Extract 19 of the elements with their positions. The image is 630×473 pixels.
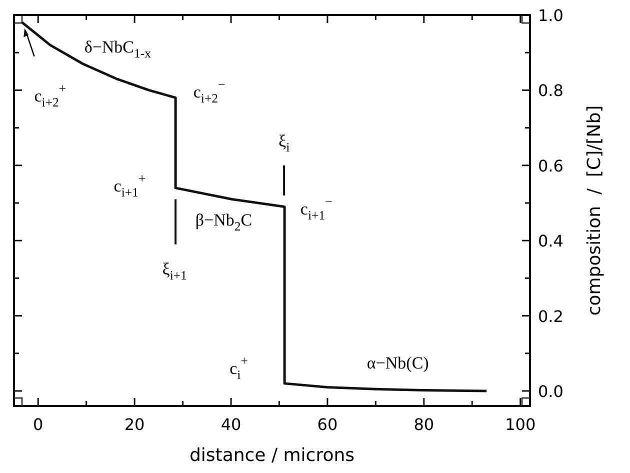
annotation: α−Nb(C) — [366, 353, 429, 372]
annotation: δ−NbC$_{1-x}$ — [84, 38, 152, 61]
x-tick-label: 60 — [317, 415, 338, 434]
x-tick-label: 80 — [414, 415, 434, 434]
y-tick-label: 0.6 — [538, 156, 564, 176]
annotation: ξ$_{i+1}$ — [162, 259, 187, 282]
annotation: ξ$_{i}$ — [278, 132, 290, 155]
x-tick-label: 100 — [505, 415, 536, 434]
annotation: β−Nb$_{2}$C — [195, 210, 252, 234]
y-tick-label: 0.2 — [538, 306, 564, 326]
y-tick-label: 0.8 — [538, 81, 564, 100]
x-tick-label: 40 — [220, 415, 242, 434]
x-tick-label: 0 — [33, 415, 44, 434]
y-axis-title: composition / [C]/[Nb] — [584, 105, 605, 316]
y-tick-label: 0.0 — [538, 382, 564, 401]
x-tick-label: 20 — [124, 415, 145, 434]
y-tick-label: 1.0 — [538, 6, 564, 25]
x-axis-title: distance / microns — [189, 445, 355, 466]
y-tick-label: 0.4 — [538, 232, 564, 251]
